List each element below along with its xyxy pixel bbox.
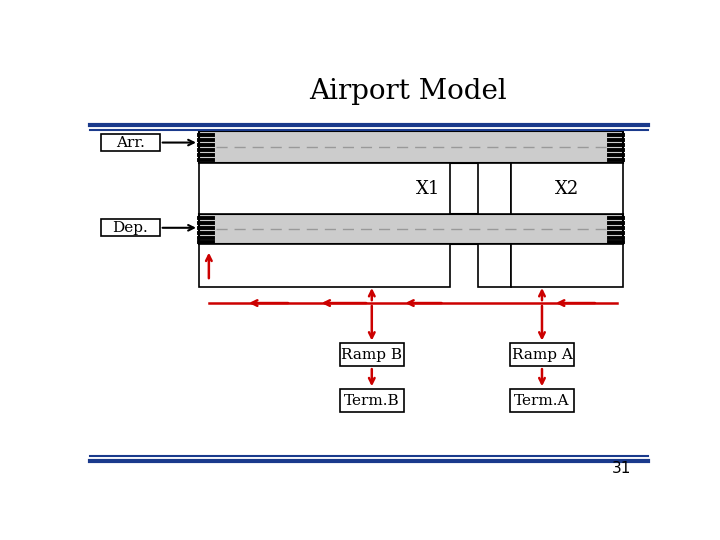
Bar xyxy=(199,163,450,214)
Bar xyxy=(510,343,574,366)
Bar xyxy=(340,343,404,366)
Bar xyxy=(511,163,623,214)
Text: Ramp B: Ramp B xyxy=(341,348,402,362)
Text: Term.A: Term.A xyxy=(514,394,570,408)
Text: Dep.: Dep. xyxy=(112,221,148,235)
Bar xyxy=(199,131,623,163)
Bar xyxy=(199,214,623,244)
Text: X1: X1 xyxy=(415,179,440,198)
Text: Airport Model: Airport Model xyxy=(309,78,507,105)
Bar xyxy=(478,163,511,214)
Text: Arr.: Arr. xyxy=(116,136,145,150)
Bar xyxy=(340,389,404,412)
Text: X2: X2 xyxy=(555,179,579,198)
Bar xyxy=(510,389,574,412)
Bar xyxy=(101,134,160,151)
Bar xyxy=(199,244,450,287)
Text: Ramp A: Ramp A xyxy=(511,348,572,362)
Bar xyxy=(101,219,160,236)
Text: 31: 31 xyxy=(612,462,631,476)
Text: Term.B: Term.B xyxy=(344,394,400,408)
Bar xyxy=(511,244,623,287)
Bar xyxy=(478,244,511,287)
